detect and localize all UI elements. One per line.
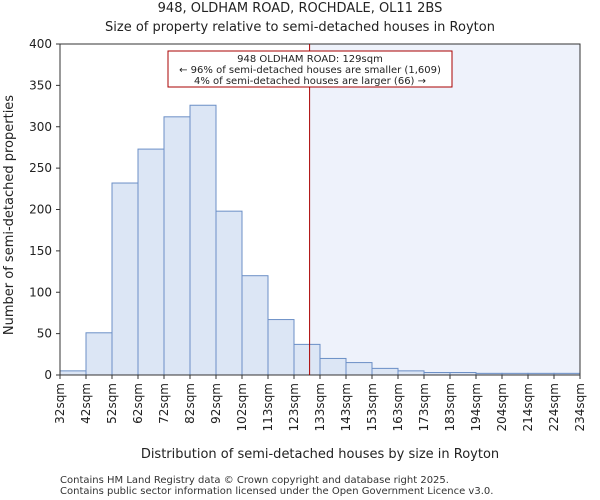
y-axis-label: Number of semi-detached properties bbox=[2, 95, 17, 335]
x-tick-label: 32sqm bbox=[53, 383, 67, 424]
annotation-line-2: ← 96% of semi-detached houses are smalle… bbox=[179, 65, 441, 76]
x-tick-label: 123sqm bbox=[287, 383, 301, 431]
highlight-region bbox=[309, 44, 580, 375]
bar bbox=[241, 275, 269, 376]
y-tick-label: 300 bbox=[29, 120, 52, 134]
x-tick-label: 133sqm bbox=[313, 383, 327, 431]
annotation-box bbox=[167, 50, 453, 88]
bar bbox=[267, 319, 295, 376]
x-tick-label: 113sqm bbox=[261, 383, 275, 431]
bar bbox=[215, 210, 243, 376]
y-tick-label: 50 bbox=[37, 327, 52, 341]
bar bbox=[163, 116, 191, 376]
bar bbox=[293, 343, 321, 376]
annotation-line-1: 948 OLDHAM ROAD: 129sqm bbox=[237, 54, 383, 65]
x-tick-label: 92sqm bbox=[209, 383, 223, 424]
x-axis-label: Distribution of semi-detached houses by … bbox=[141, 447, 499, 462]
x-tick-label: 234sqm bbox=[573, 383, 587, 431]
footer-line-2: Contains public sector information licen… bbox=[60, 486, 493, 497]
x-tick-label: 163sqm bbox=[391, 383, 405, 431]
footer-line-1: Contains HM Land Registry data © Crown c… bbox=[60, 475, 449, 486]
bar bbox=[189, 104, 217, 376]
bar bbox=[319, 357, 347, 376]
x-tick-label: 153sqm bbox=[365, 383, 379, 431]
bar bbox=[345, 362, 373, 376]
bar bbox=[397, 370, 425, 376]
x-tick-label: 143sqm bbox=[339, 383, 353, 431]
x-tick-label: 183sqm bbox=[443, 383, 457, 431]
bar bbox=[137, 148, 165, 376]
annotation-line-3: 4% of semi-detached houses are larger (6… bbox=[194, 76, 426, 87]
bar bbox=[371, 367, 399, 376]
bars-group bbox=[59, 104, 581, 376]
y-tick-label: 100 bbox=[29, 285, 52, 299]
x-tick-label: 204sqm bbox=[495, 383, 509, 431]
x-tick-label: 194sqm bbox=[469, 383, 483, 431]
x-tick-label: 224sqm bbox=[547, 383, 561, 431]
bar bbox=[85, 332, 113, 376]
plot-frame bbox=[59, 43, 581, 376]
bar bbox=[111, 182, 139, 376]
x-tick-label: 102sqm bbox=[235, 383, 249, 431]
y-tick-label: 200 bbox=[29, 203, 52, 217]
x-tick-label: 82sqm bbox=[183, 383, 197, 424]
x-tick-label: 62sqm bbox=[131, 383, 145, 424]
chart-title: 948, OLDHAM ROAD, ROCHDALE, OL11 2BS bbox=[158, 1, 443, 16]
x-tick-label: 173sqm bbox=[417, 383, 431, 431]
x-tick-label: 42sqm bbox=[79, 383, 93, 424]
x-tick-label: 214sqm bbox=[521, 383, 535, 431]
x-axis: 32sqm 42sqm 52sqm 62sqm 72sqm 82sqm 92sqm 102sq… bbox=[53, 375, 587, 431]
bar bbox=[59, 370, 87, 376]
x-tick-label: 52sqm bbox=[105, 383, 119, 424]
chart-subtitle: Size of property relative to semi-detach… bbox=[105, 20, 495, 35]
y-tick-label: 250 bbox=[29, 161, 52, 175]
y-axis: 0 50 100 150 200 250 300 350 400 bbox=[29, 37, 60, 382]
y-tick-label: 350 bbox=[29, 78, 52, 92]
y-tick-label: 0 bbox=[44, 368, 52, 382]
y-tick-label: 150 bbox=[29, 244, 52, 258]
x-tick-label: 72sqm bbox=[157, 383, 171, 424]
y-tick-label: 400 bbox=[29, 37, 52, 51]
